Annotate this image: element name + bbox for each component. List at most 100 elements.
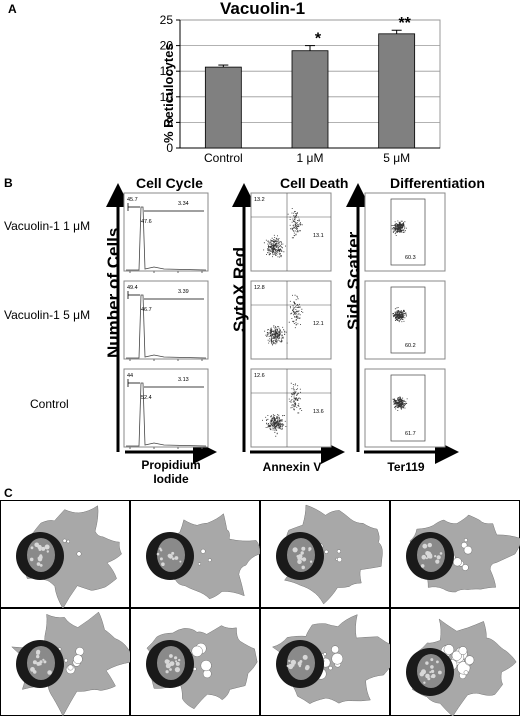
vacuolization-frames: [0, 500, 520, 716]
chromatin-speckle: [160, 549, 162, 551]
vacuole: [464, 546, 472, 554]
chromatin-speckle: [298, 662, 302, 666]
chromatin-speckle: [47, 550, 49, 552]
frame: [261, 501, 390, 608]
gate-value: 60.3: [405, 255, 416, 261]
chromatin-speckle: [175, 667, 180, 672]
quadrant-value: 13.1: [313, 233, 324, 239]
chromatin-speckle: [36, 650, 40, 654]
vacuole: [459, 647, 467, 655]
chromatin-speckle: [438, 671, 442, 675]
chromatin-speckle: [305, 665, 309, 669]
chromatin-speckle: [175, 556, 179, 560]
gate-value: 46.7: [141, 307, 152, 313]
chromatin-speckle: [431, 670, 434, 673]
vacuole: [77, 552, 81, 556]
chromatin-speckle: [422, 544, 427, 549]
cell-death-plot: [251, 281, 331, 359]
vacuole: [63, 539, 67, 543]
gate-value: 47.6: [141, 219, 152, 225]
chromatin-speckle: [168, 554, 171, 557]
chromatin-speckle: [429, 671, 431, 673]
chromatin-speckle: [421, 564, 425, 568]
cell-cycle-plot: [124, 369, 208, 447]
gate-value: 3.13: [178, 377, 189, 383]
vacuole: [444, 645, 454, 655]
frame: [1, 501, 130, 609]
frame: [391, 609, 520, 717]
chromatin-speckle: [160, 557, 163, 560]
chromatin-speckle: [440, 552, 443, 555]
chromatin-speckle: [39, 660, 42, 663]
chromatin-speckle: [31, 546, 34, 549]
chromatin-speckle: [178, 659, 180, 661]
frames-svg: [0, 500, 520, 716]
chromatin-speckle: [299, 665, 301, 667]
flow-cytometry-panels: 45.747.63.3413.213.160.349.446.73.3912.8…: [0, 0, 520, 480]
vacuole: [67, 540, 70, 543]
gate-value: 45.7: [127, 197, 138, 203]
gate-value: 3.39: [178, 289, 189, 295]
vacuole: [337, 550, 341, 554]
vacuole: [464, 538, 467, 541]
chromatin-speckle: [427, 553, 432, 558]
vacuole: [68, 665, 73, 670]
gate-value: 44: [127, 373, 133, 379]
chromatin-speckle: [36, 655, 39, 658]
chromatin-speckle: [179, 561, 181, 563]
vacuole: [453, 558, 461, 566]
vacuole: [331, 646, 338, 653]
chromatin-speckle: [157, 553, 160, 556]
chromatin-speckle: [297, 560, 302, 565]
chromatin-speckle: [42, 659, 44, 661]
vacuole: [464, 671, 468, 675]
panel-c-letter: C: [4, 486, 13, 500]
chromatin-speckle: [168, 663, 171, 666]
chromatin-speckle: [169, 668, 172, 671]
quadrant-value: 12.1: [313, 321, 324, 327]
gate-value: 60.2: [405, 343, 416, 349]
gate-value: 3.34: [178, 201, 189, 207]
chromatin-speckle: [288, 664, 293, 669]
cell-cycle-plot: [124, 281, 208, 359]
gate-value: 52.4: [141, 395, 152, 401]
chromatin-speckle: [175, 660, 177, 662]
chromatin-speckle: [30, 558, 34, 562]
chromatin-speckle: [431, 674, 435, 678]
vacuole: [323, 653, 326, 656]
chromatin-speckle: [423, 682, 425, 684]
chromatin-speckle: [169, 654, 173, 658]
chromatin-speckle: [430, 658, 433, 661]
chromatin-speckle: [33, 670, 37, 674]
chromatin-speckle: [303, 655, 308, 660]
vacuole: [332, 653, 343, 664]
chromatin-speckle: [171, 552, 174, 555]
quadrant-value: 12.6: [254, 373, 265, 379]
chromatin-speckle: [437, 555, 441, 559]
chromatin-speckle: [293, 547, 298, 552]
vacuole: [208, 559, 211, 562]
chromatin-speckle: [172, 558, 175, 561]
chromatin-speckle: [288, 660, 290, 662]
vacuole: [73, 655, 82, 664]
chromatin-speckle: [41, 547, 45, 551]
chromatin-speckle: [165, 659, 170, 664]
chromatin-speckle: [422, 555, 427, 560]
vacuole: [329, 666, 333, 670]
frame: [391, 501, 520, 608]
frame: [131, 501, 260, 608]
chromatin-speckle: [174, 656, 177, 659]
frame: [131, 609, 260, 716]
gate-value: 49.4: [127, 285, 138, 291]
frame: [261, 609, 396, 716]
gate-value: 61.7: [405, 431, 416, 437]
chromatin-speckle: [425, 674, 430, 679]
chromatin-speckle: [33, 660, 37, 664]
chromatin-speckle: [430, 665, 434, 669]
chromatin-speckle: [434, 555, 436, 557]
chromatin-speckle: [45, 545, 50, 550]
chromatin-speckle: [37, 562, 41, 566]
chromatin-speckle: [436, 661, 439, 664]
vacuole: [325, 550, 329, 554]
chromatin-speckle: [161, 562, 165, 566]
